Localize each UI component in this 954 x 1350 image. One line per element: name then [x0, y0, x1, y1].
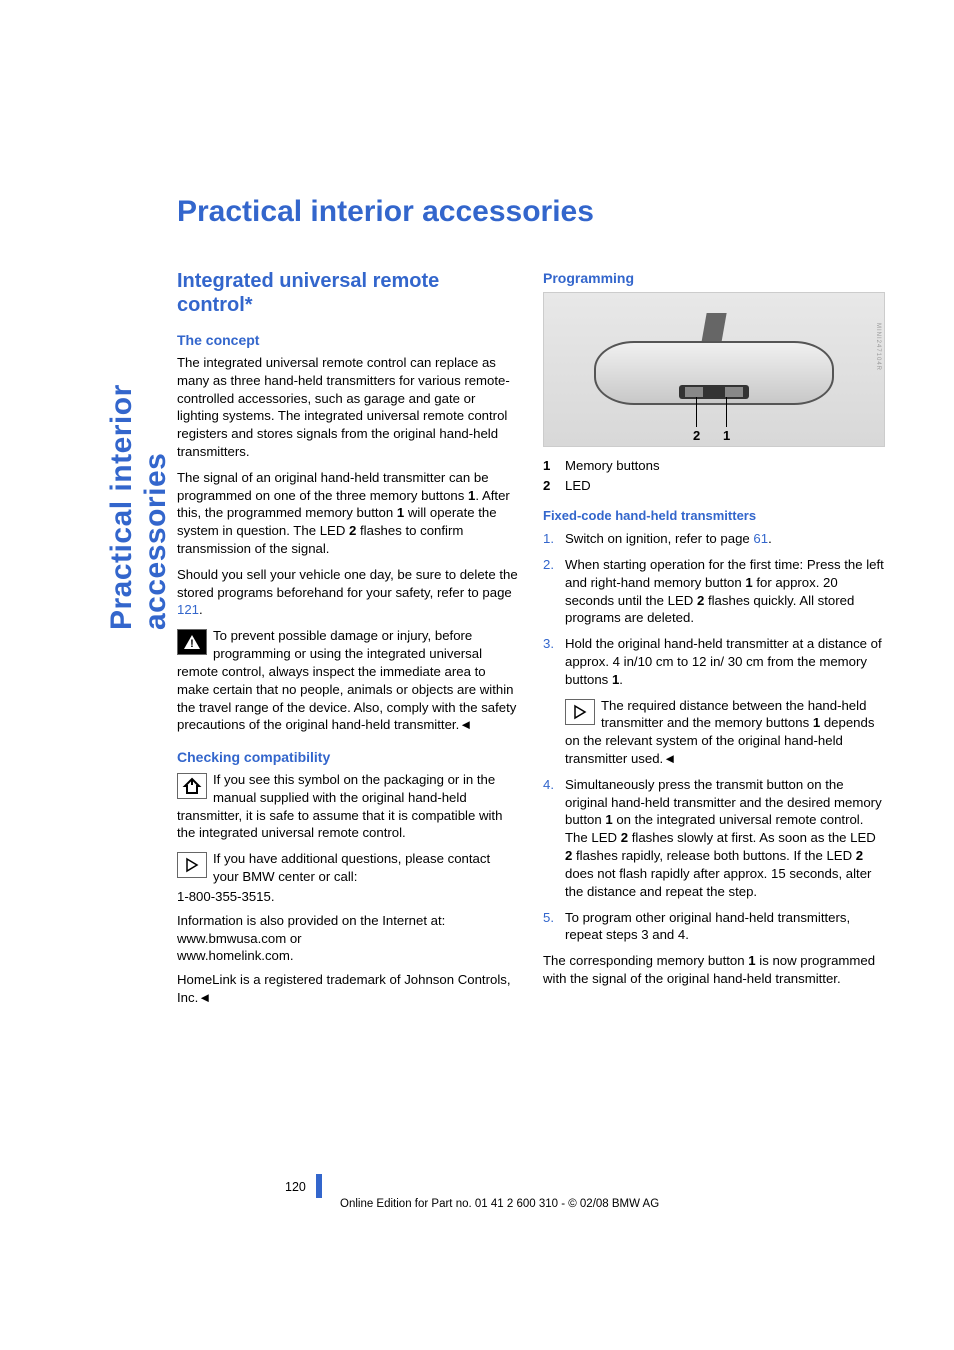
text-run: flashes slowly at first. As soon as the …	[628, 830, 876, 845]
legend-text: Memory buttons	[565, 457, 660, 475]
text-run: Should you sell your vehicle one day, be…	[177, 567, 518, 600]
note-text: If you see this symbol on the packaging …	[177, 772, 502, 840]
list-number: 3.	[543, 635, 565, 688]
note-text: If you have additional questions, please…	[213, 851, 490, 884]
figure-leader	[696, 397, 697, 427]
list-body: Hold the original hand-held transmitter …	[565, 635, 885, 688]
mirror-figure: 1 2 MINI247104R	[543, 292, 885, 447]
body-text: HomeLink is a registered trademark of Jo…	[177, 971, 519, 1007]
end-mark-icon: ◄	[663, 751, 676, 766]
inset-note: The required distance between the hand-h…	[565, 697, 885, 768]
list-item: 2. When starting operation for the first…	[543, 556, 885, 627]
subheading-fixed: Fixed-code hand-held transmitters	[543, 507, 885, 525]
ref-number: 1	[605, 812, 612, 827]
text-run: .	[619, 672, 623, 687]
text-run: Switch on ignition, refer to page	[565, 531, 753, 546]
ref-number: 1	[748, 953, 755, 968]
text-run: flashes rapidly, release both buttons. I…	[572, 848, 855, 863]
body-text: Should you sell your vehicle one day, be…	[177, 566, 519, 619]
text-run: .	[768, 531, 772, 546]
house-icon	[177, 773, 207, 799]
list-number: 4.	[543, 776, 565, 901]
list-number: 2.	[543, 556, 565, 627]
end-mark-icon: ◄	[459, 717, 472, 732]
phone-number: 1-800-355-3515.	[177, 888, 519, 906]
arrow-icon	[177, 852, 207, 878]
subheading-concept: The concept	[177, 331, 519, 350]
list-body: To program other original hand-held tran…	[565, 909, 885, 945]
subheading-compat: Checking compatibility	[177, 748, 519, 767]
figure-leader	[726, 397, 727, 427]
warning-block: ! To prevent possible damage or injury, …	[177, 627, 519, 734]
body-text: www.homelink.com.	[177, 947, 519, 965]
right-column: Programming 1 2 MINI247104R 1 Memory but…	[543, 269, 885, 1015]
legend-row: 1 Memory buttons	[543, 457, 885, 475]
ref-number: 1	[745, 575, 752, 590]
figure-callout-1: 1	[723, 427, 730, 445]
list-number: 5.	[543, 909, 565, 945]
figure-callout-2: 2	[693, 427, 700, 445]
page-link[interactable]: 61	[753, 531, 768, 546]
figure-shape	[679, 385, 749, 399]
note-block: If you have additional questions, please…	[177, 850, 519, 886]
text-run: .	[199, 602, 203, 617]
footer-text: Online Edition for Part no. 01 41 2 600 …	[340, 1198, 659, 1210]
body-text: The integrated universal remote control …	[177, 354, 519, 461]
list-item: 1. Switch on ignition, refer to page 61.	[543, 530, 885, 548]
figure-shape	[701, 313, 726, 343]
page-number: 120	[285, 1180, 306, 1194]
left-column: Integrated universal remote control* The…	[177, 269, 519, 1015]
svg-text:!: !	[190, 638, 194, 650]
legend-num: 1	[543, 457, 565, 475]
callout-legend: 1 Memory buttons 2 LED	[543, 457, 885, 495]
list-item: 4. Simultaneously press the transmit but…	[543, 776, 885, 901]
body-text: The signal of an original hand-held tran…	[177, 469, 519, 558]
legend-row: 2 LED	[543, 477, 885, 495]
subheading-programming: Programming	[543, 269, 885, 288]
list-number: 1.	[543, 530, 565, 548]
legend-text: LED	[565, 477, 591, 495]
legend-num: 2	[543, 477, 565, 495]
footer-accent-bar	[316, 1174, 322, 1198]
body-text: Information is also provided on the Inte…	[177, 912, 519, 948]
text-run: The signal of an original hand-held tran…	[177, 470, 489, 503]
list-item: 3. Hold the original hand-held transmitt…	[543, 635, 885, 688]
ref-number: 2	[856, 848, 863, 863]
list-item: 5. To program other original hand-held t…	[543, 909, 885, 945]
note-block: If you see this symbol on the packaging …	[177, 771, 519, 842]
two-column-layout: Integrated universal remote control* The…	[177, 269, 885, 1015]
list-body: When starting operation for the first ti…	[565, 556, 885, 627]
list-body: Switch on ignition, refer to page 61.	[565, 530, 885, 548]
end-mark-icon: ◄	[198, 990, 211, 1005]
warning-icon: !	[177, 629, 207, 655]
arrow-icon	[565, 699, 595, 725]
text-run: HomeLink is a registered trademark of Jo…	[177, 972, 511, 1005]
page-link[interactable]: 121	[177, 602, 199, 617]
section-heading: Integrated universal remote control*	[177, 269, 519, 317]
chapter-title: Practical interior accessories	[177, 195, 885, 229]
text-run: The corresponding memory button	[543, 953, 748, 968]
text-run: does not flash rapidly after approx. 15 …	[565, 866, 871, 899]
body-text: The corresponding memory button 1 is now…	[543, 952, 885, 988]
ref-number: 2	[621, 830, 628, 845]
list-body: Simultaneously press the transmit button…	[565, 776, 885, 901]
page-content: Practical interior accessories Integrate…	[105, 195, 885, 1015]
figure-code: MINI247104R	[874, 323, 882, 371]
